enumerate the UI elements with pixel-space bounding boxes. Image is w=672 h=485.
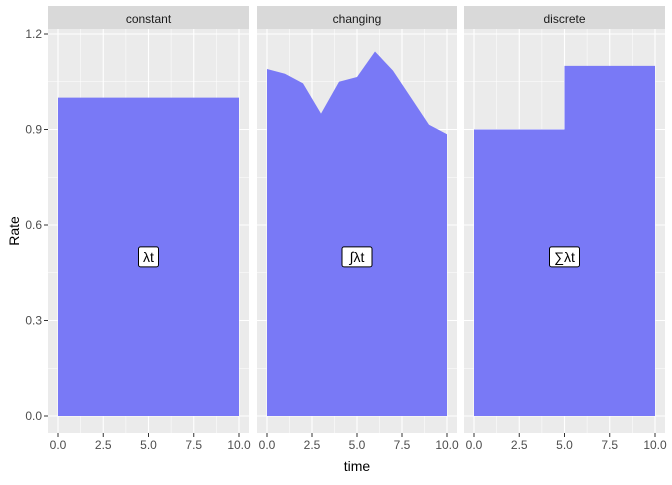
facet-strip (48, 6, 249, 29)
facet-strip (464, 6, 665, 29)
x-tick-label: 10.0 (435, 438, 459, 452)
x-tick-label: 0.0 (50, 438, 67, 452)
x-tick-label: 0.0 (466, 438, 483, 452)
x-tick-label: 5.0 (140, 438, 157, 452)
y-tick-label: 0.3 (25, 314, 42, 328)
annotation-box (138, 246, 159, 268)
x-tick-label: 2.5 (304, 438, 321, 452)
x-tick-label: 10.0 (643, 438, 667, 452)
annotation-box (341, 246, 373, 268)
y-tick-label: 1.2 (25, 27, 42, 41)
facet-strip-label: constant (126, 12, 172, 26)
x-tick-label: 5.0 (349, 438, 366, 452)
annotation-label: ∑λt (554, 249, 575, 265)
x-tick-label: 7.5 (601, 438, 618, 452)
x-tick-label: 2.5 (95, 438, 112, 452)
x-tick-label: 5.0 (556, 438, 573, 452)
x-tick-label: 10.0 (227, 438, 251, 452)
facet-strip (257, 6, 457, 29)
area-series-changing (267, 51, 447, 417)
y-tick-label: 0.9 (25, 123, 42, 137)
x-tick-label: 2.5 (511, 438, 528, 452)
annotation-label: λt (143, 249, 154, 265)
x-axis-title: time (344, 458, 371, 474)
x-tick-label: 7.5 (185, 438, 202, 452)
y-tick-label: 0.6 (25, 218, 42, 232)
x-tick-label: 7.5 (394, 438, 411, 452)
x-tick-label: 0.0 (259, 438, 276, 452)
y-axis-title: Rate (6, 216, 22, 246)
area-series-discrete (474, 65, 655, 416)
facet-strip-label: discrete (543, 12, 585, 26)
y-tick-label: 0.0 (25, 409, 42, 423)
facet-strip-label: changing (333, 12, 382, 26)
annotation-box (549, 246, 580, 268)
annotation-label: ∫λt (349, 249, 365, 265)
